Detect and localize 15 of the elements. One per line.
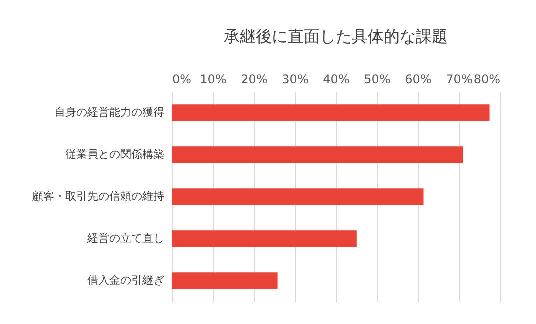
y-tick-label: 顧客・取引先の信頼の維持 <box>32 190 164 203</box>
y-tick-label: 自身の経営能力の獲得 <box>54 106 164 119</box>
x-tick-label: 20% <box>241 72 268 86</box>
x-tick-label: 60% <box>405 72 432 86</box>
x-tick-label: 70% <box>446 72 473 86</box>
x-tick-label: 80% <box>474 72 500 86</box>
y-tick-label: 経営の立て直し <box>86 232 164 245</box>
x-tick-label: 0% <box>172 72 192 86</box>
y-tick-label: 借入金の引継ぎ <box>88 274 164 287</box>
y-tick-label: 従業員との関係構築 <box>66 148 164 161</box>
x-tick-label: 50% <box>364 72 391 86</box>
x-tick-label: 10% <box>200 72 227 86</box>
chart-title: 承継後に直面した具体的な課題 <box>224 27 448 46</box>
x-tick-label: 30% <box>282 72 309 86</box>
x-tick-label: 40% <box>323 72 350 86</box>
